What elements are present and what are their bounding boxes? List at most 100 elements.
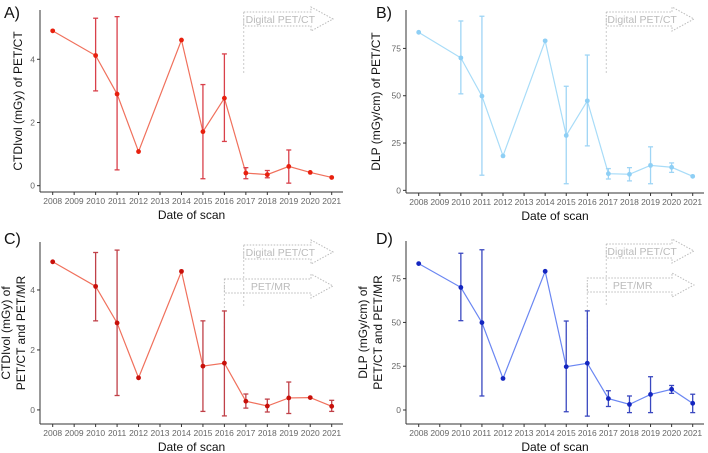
data-point — [500, 153, 506, 159]
x-tick-label: 2015 — [557, 428, 576, 438]
x-tick-label: 2018 — [620, 197, 639, 207]
x-tick-label: 2021 — [322, 428, 341, 438]
x-tick-label: 2018 — [620, 428, 639, 438]
data-point — [648, 162, 653, 168]
data-point — [584, 360, 590, 366]
x-tick-label: 2014 — [536, 197, 555, 207]
y-axis-label: PET/CT and PET/MR — [371, 275, 385, 390]
x-tick-label: 2018 — [258, 428, 277, 438]
x-tick-label: 2014 — [172, 196, 191, 206]
y-tick-label: 25 — [392, 361, 402, 371]
data-point — [648, 392, 653, 397]
x-tick-label: 2019 — [641, 428, 660, 438]
x-tick-label: 2014 — [536, 428, 555, 438]
annotation-label: Digital PET/CT — [246, 14, 316, 26]
x-tick-label: 2011 — [108, 428, 127, 438]
data-point — [416, 261, 422, 266]
x-tick-label: 2012 — [494, 428, 513, 438]
data-point — [93, 53, 99, 58]
x-tick-label: 2018 — [258, 196, 277, 206]
data-point — [563, 364, 569, 370]
y-axis-label: DLP (mGy/cm) of — [356, 286, 370, 379]
data-point — [179, 268, 184, 274]
arrow-icon — [605, 6, 696, 32]
annotation-label: PET/MR — [251, 281, 291, 293]
x-tick-label: 2020 — [662, 428, 681, 438]
x-tick-label: 2020 — [301, 196, 320, 206]
data-point — [286, 164, 292, 169]
x-tick-label: 2010 — [86, 428, 105, 438]
y-tick-label: 0 — [396, 185, 401, 195]
data-point — [114, 320, 120, 326]
data-point — [500, 376, 506, 381]
annotation-arrow: PET/MR — [586, 272, 696, 340]
x-tick-label: 2012 — [494, 197, 513, 207]
x-tick-label: 2008 — [43, 428, 62, 438]
y-tick-label: 50 — [392, 317, 402, 327]
x-tick-label: 2015 — [193, 428, 212, 438]
data-point — [307, 170, 313, 175]
data-point — [264, 403, 270, 409]
data-point — [669, 164, 675, 170]
x-tick-label: 2008 — [409, 428, 428, 438]
data-point — [542, 38, 548, 44]
data-point — [479, 320, 485, 326]
data-point — [307, 395, 313, 401]
x-tick-label: 2021 — [322, 196, 341, 206]
annotation-arrow: Digital PET/CT — [243, 239, 335, 307]
series-line — [418, 263, 694, 406]
x-tick-label: 2009 — [65, 196, 84, 206]
data-point — [243, 398, 249, 404]
y-tick-label: 0 — [30, 181, 35, 191]
arrow-icon — [243, 6, 335, 32]
data-point — [605, 396, 611, 402]
x-axis-label: Date of scan — [521, 440, 588, 453]
x-tick-label: 2011 — [473, 428, 492, 438]
y-tick-label: 0 — [30, 405, 35, 415]
data-point — [179, 37, 184, 43]
y-tick-label: 75 — [392, 274, 402, 284]
data-point — [416, 29, 422, 35]
x-tick-label: 2008 — [43, 196, 62, 206]
data-point — [286, 395, 292, 401]
data-point — [584, 98, 590, 104]
data-point — [50, 259, 56, 265]
data-point — [329, 403, 335, 409]
data-point — [690, 173, 696, 179]
y-tick-label: 25 — [392, 138, 402, 148]
data-point — [690, 400, 696, 406]
data-point — [542, 268, 548, 274]
panel-label: B) — [376, 5, 392, 22]
data-point — [136, 149, 141, 154]
x-tick-label: 2019 — [641, 197, 660, 207]
data-point — [627, 171, 632, 177]
data-point — [563, 133, 569, 138]
data-point — [93, 283, 99, 289]
x-tick-label: 2016 — [578, 428, 597, 438]
data-point — [479, 93, 485, 99]
x-axis-label: Date of scan — [158, 440, 225, 453]
x-axis-label: Date of scan — [158, 208, 225, 222]
data-point — [627, 401, 632, 407]
data-point — [200, 363, 206, 369]
arrow-icon — [605, 238, 696, 264]
x-tick-label: 2019 — [279, 428, 298, 438]
x-tick-label: 2021 — [683, 428, 702, 438]
data-point — [669, 386, 675, 392]
annotation-arrow: Digital PET/CT — [605, 238, 696, 306]
data-point — [264, 172, 270, 178]
y-axis-label: CTDIvol (mGy) of — [0, 286, 13, 380]
x-tick-label: 2017 — [236, 196, 255, 206]
y-tick-label: 4 — [30, 285, 35, 295]
y-axis-label: CTDIvol (mGy) of PET/CT — [11, 31, 25, 171]
series-line — [52, 261, 332, 407]
y-tick-label: 2 — [30, 345, 35, 355]
y-tick-label: 0 — [396, 405, 401, 415]
x-tick-label: 2015 — [193, 196, 212, 206]
data-point — [200, 129, 206, 135]
x-tick-label: 2010 — [451, 428, 470, 438]
annotation-arrow: PET/MR — [223, 273, 335, 341]
annotation-arrow: Digital PET/CT — [605, 6, 696, 74]
